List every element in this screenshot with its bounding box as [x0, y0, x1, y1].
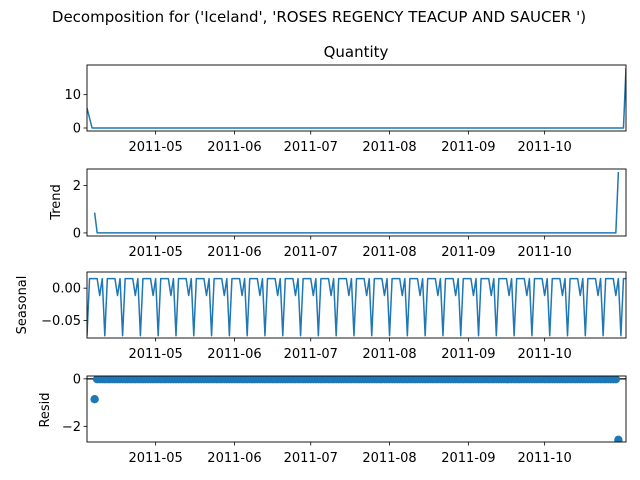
resid-ytick-label: 0 [73, 372, 81, 387]
resid-ytick-label: −2 [62, 420, 81, 435]
figure-suptitle: Decomposition for ('Iceland', 'ROSES REG… [52, 8, 586, 26]
seasonal-xtick-label: 2011-09 [441, 347, 495, 362]
trend-ytick-label: 2 [73, 179, 81, 194]
seasonal-panel: 2011-05 2011-06 2011-07 2011-08 2011-09 2011-… [41, 271, 627, 362]
observed-series-line [87, 67, 626, 129]
resid-xtick-label: 2011-07 [284, 451, 338, 466]
trend-axes-frame [86, 168, 627, 237]
trend-xtick-label: 2011-09 [441, 245, 495, 260]
observed-xtick-label: 2011-08 [362, 140, 416, 155]
trend-xtick-label: 2011-06 [207, 245, 261, 260]
observed-panel-title: Quantity [324, 43, 389, 61]
resid-panel: 2011-05 2011-06 2011-07 2011-08 2011-09 2011-… [62, 372, 627, 466]
seasonal-axes-frame [86, 271, 627, 339]
seasonal-xtick-label: 2011-06 [207, 347, 261, 362]
resid-xtick-label: 2011-08 [362, 451, 416, 466]
seasonal-xtick-label: 2011-07 [284, 347, 338, 362]
resid-point [611, 376, 621, 384]
trend-ylabel: Trend [49, 184, 64, 221]
seasonal-data [87, 277, 626, 337]
observed-xtick-label: 2011-05 [128, 140, 182, 155]
resid-ylabel: Resid [38, 392, 53, 427]
trend-xtick-label: 2011-08 [362, 245, 416, 260]
resid-xtick-label: 2011-09 [441, 451, 495, 466]
observed-ytick-label: 10 [64, 88, 81, 103]
seasonal-xtick-label: 2011-05 [128, 347, 182, 362]
resid-point [614, 435, 623, 442]
observed-xtick-label: 2011-06 [207, 140, 261, 155]
resid-xtick-label: 2011-05 [128, 451, 182, 466]
resid-xtick-label: 2011-06 [207, 451, 261, 466]
trend-panel: 2011-05 2011-06 2011-07 2011-08 2011-09 2011-… [73, 168, 627, 260]
trend-series-line [93, 172, 620, 234]
seasonal-series-line [87, 277, 626, 337]
observed-ytick-label: 0 [73, 122, 81, 137]
resid-point [90, 394, 99, 404]
observed-xtick-label: 2011-07 [284, 140, 338, 155]
seasonal-xtick-label: 2011-10 [517, 347, 571, 362]
seasonal-xtick-label: 2011-08 [362, 347, 416, 362]
resid-xtick-label: 2011-10 [517, 451, 571, 466]
trend-xtick-label: 2011-07 [284, 245, 338, 260]
seasonal-ytick-label: −0.05 [41, 314, 81, 329]
resid-axes-frame [86, 375, 627, 443]
trend-xtick-label: 2011-10 [517, 245, 571, 260]
trend-ytick-label: 0 [73, 226, 81, 241]
seasonal-ytick-label: 0.00 [52, 282, 81, 297]
observed-panel: 2011-05 2011-06 2011-07 2011-08 2011-09 2011-… [64, 64, 627, 155]
resid-data [87, 376, 626, 442]
trend-xtick-label: 2011-05 [128, 245, 182, 260]
trend-data [93, 172, 620, 234]
observed-xtick-label: 2011-10 [517, 140, 571, 155]
observed-data [87, 67, 626, 129]
observed-axes-frame [86, 64, 627, 132]
seasonal-ylabel: Seasonal [15, 276, 30, 335]
observed-xtick-label: 2011-09 [441, 140, 495, 155]
